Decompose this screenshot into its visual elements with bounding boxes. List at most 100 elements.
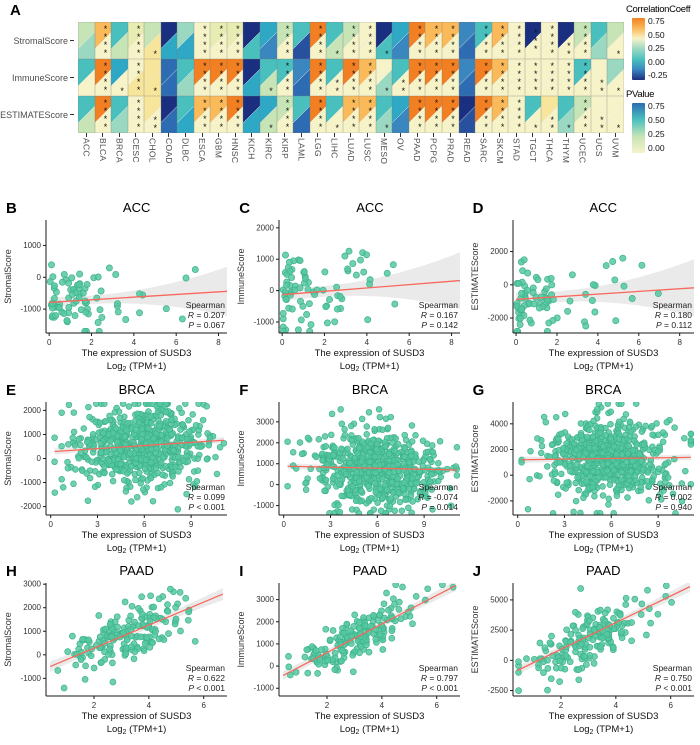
significance-stars: * * * *	[351, 60, 356, 95]
x-tick-label: 0	[48, 520, 53, 529]
significance-stars: * * * *	[517, 60, 521, 95]
y-tick-label: 3000	[23, 580, 41, 589]
heatmap-column-label-KIRC: KIRC	[263, 138, 274, 160]
x-axis-label-line1: The expression of SUSD3	[315, 530, 425, 541]
x-tick	[525, 133, 542, 137]
x-axis-label-line1: The expression of SUSD3	[315, 348, 425, 359]
significance-stars: *	[385, 49, 389, 59]
heatmap-column-label-ESCA: ESCA	[197, 138, 208, 163]
heatmap-cell-ESTIMATEScore-BLCA: * * * *	[94, 96, 112, 133]
legend-pvalue-colorbar	[632, 103, 645, 153]
significance-stars: *	[153, 86, 157, 96]
significance-stars: * * * *	[318, 60, 323, 95]
confidence-band	[515, 259, 694, 317]
x-tick-label: 2	[558, 701, 563, 710]
y-axis-label: ImmuneScore	[236, 612, 246, 668]
significance-stars: * * * *	[583, 60, 588, 95]
heatmap-column-label-UVM: UVM	[610, 138, 621, 158]
x-tick-label: 4	[132, 338, 137, 347]
y-tick-label: -1000	[254, 684, 275, 693]
regression-line	[283, 585, 457, 677]
heatmap-cell-ESTIMATEScore-BRCA	[111, 96, 128, 133]
significance-stars: *	[533, 123, 538, 133]
heatmap-column-label-HNSC: HNSC	[230, 138, 241, 164]
heatmap-row-labels: StromalScore ImmuneScore ESTIMATEScore	[0, 22, 76, 133]
heatmap-cell-ImmuneScore-KIRP: * * * *	[276, 59, 294, 96]
heatmap-cell-ESTIMATEScore-KIRC: *	[259, 96, 277, 133]
heatmap-column-label-GBM: GBM	[213, 138, 224, 159]
panel-title: PAAD	[352, 563, 388, 579]
heatmap-cell-StromalScore-LAML	[293, 22, 310, 59]
heatmap-cell-ImmuneScore-COAD	[160, 59, 178, 96]
x-tick	[95, 133, 112, 137]
heatmap-column-label-BLCA: BLCA	[97, 138, 108, 162]
scatter-svg-J: 2 4 6 -2500 0 2500 5000 ESTIMATEScore The expres…	[470, 583, 694, 736]
heatmap-cell-ImmuneScore-MESO: *	[375, 59, 393, 96]
heatmap-cell-ESTIMATEScore-THCA: * *	[541, 96, 558, 133]
stats-spearman: Spearman	[419, 482, 458, 492]
x-axis-label-line2: Log2 (TPM+1)	[340, 361, 400, 373]
heatmap-column-label-OV: OV	[395, 138, 406, 151]
x-tick	[111, 133, 128, 137]
heatmap-axis-ticks	[78, 133, 624, 137]
x-tick	[78, 133, 95, 137]
y-axis-label: ESTIMATEScore	[470, 606, 480, 674]
x-tick	[144, 133, 161, 137]
y-tick-label: -2500	[487, 686, 508, 695]
significance-stars: *	[120, 86, 124, 96]
x-tick	[326, 133, 343, 137]
significance-stars: *	[153, 49, 157, 59]
y-axis-label: StromalScore	[3, 431, 13, 486]
heatmap-cell-StromalScore-LUSC: * * * *	[359, 22, 376, 59]
significance-stars: * * * *	[434, 97, 439, 132]
panel-letter-i: I	[239, 563, 244, 581]
heatmap-cell-ESTIMATEScore-ESCA: * * * *	[193, 96, 211, 133]
x-tick-label: 2	[325, 701, 330, 710]
scatter-panel-B: B ACC 0 2 4 6 8 -1000 0 1000 StromalScore The expre…	[0, 200, 233, 382]
scatter-panel-G: G BRCA 0 3 6 9 -2000 0 2000 4000 ESTIMATEScore The …	[467, 382, 700, 564]
y-tick-label: 4000	[490, 419, 508, 428]
heatmap-cell-ESTIMATEScore-COAD	[160, 96, 178, 133]
scatter-svg-I: 2 4 6 -1000 0 1000 2000 3000 ImmuneScore The expr…	[236, 583, 461, 736]
heatmap-column-label-SKCM: SKCM	[494, 138, 505, 164]
x-tick-label: 2	[92, 701, 97, 710]
legend-correlation-tick: 0.50	[648, 29, 665, 40]
x-axis-label-line1: The expression of SUSD3	[82, 711, 192, 722]
x-tick	[210, 133, 227, 137]
panel-title: ACC	[589, 200, 617, 215]
significance-stars: * * * *	[103, 60, 108, 95]
heatmap-cell-StromalScore-ACC	[78, 22, 95, 59]
significance-stars: *	[385, 123, 389, 133]
significance-stars: * * * *	[285, 97, 290, 132]
x-tick	[541, 133, 558, 137]
scatter-points	[54, 585, 199, 692]
heatmap-column-label-PCPG: PCPG	[428, 138, 439, 164]
stats-spearman: Spearman	[652, 663, 691, 673]
heatmap-cell-ImmuneScore-BRCA: *	[111, 59, 128, 96]
stats-r: R = 0.099	[188, 492, 225, 502]
significance-stars: * * * *	[203, 60, 207, 95]
x-tick-label: 6	[142, 520, 147, 529]
legend-correlation-tick: 0.25	[648, 43, 665, 53]
legend-correlation-colorbar	[632, 18, 645, 80]
significance-stars: * * * *	[103, 23, 108, 58]
regression-line	[516, 586, 690, 672]
x-tick	[409, 133, 426, 137]
x-axis-label-line2: Log2 (TPM+1)	[107, 543, 167, 555]
x-tick	[591, 133, 608, 137]
x-axis-label-line2: Log2 (TPM+1)	[340, 724, 400, 736]
x-tick	[343, 133, 360, 137]
heatmap-column-label-LUSC: LUSC	[362, 138, 373, 162]
stats-p: P < 0.001	[188, 683, 225, 693]
panel-letter-c: C	[239, 200, 251, 217]
heatmap-cell-StromalScore-PAAD: * * * *	[408, 22, 426, 59]
heatmap-column-label-CESC: CESC	[130, 138, 141, 163]
heatmap-cell-ImmuneScore-KICH	[243, 59, 260, 96]
heatmap-cell-ESTIMATEScore-PCPG: * * * *	[425, 96, 442, 133]
heatmap-cell-StromalScore-LUAD: * * * *	[342, 22, 360, 59]
heatmap-column-label-UCEC: UCEC	[577, 138, 588, 164]
stats-p: P = 0.940	[655, 502, 692, 512]
heatmap-column-label-BRCA: BRCA	[114, 138, 125, 163]
y-tick-label: -2000	[487, 314, 508, 323]
x-axis-label-line1: The expression of SUSD3	[82, 530, 192, 541]
